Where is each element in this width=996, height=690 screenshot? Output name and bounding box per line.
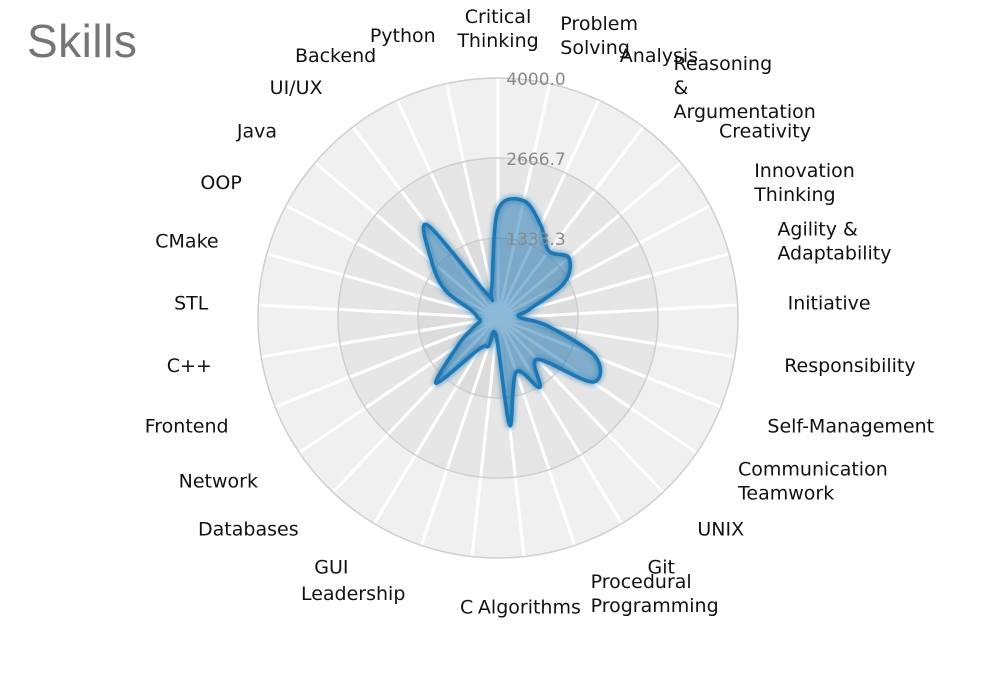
rtick-label: 4000.0 — [506, 70, 565, 90]
axis-label-13: Procedural Programming — [591, 571, 719, 617]
axis-label-23: CMake — [155, 230, 218, 252]
axis-label-3: Reasoning & Argumentation — [674, 53, 816, 123]
axis-label-19: Network — [179, 471, 258, 493]
axis-label-16: Leadership — [301, 583, 405, 605]
radial-ticks: 1333.3 2666.7 4000.0 — [506, 70, 565, 250]
axis-label-2: Analysis — [620, 45, 698, 67]
axis-label-28: Python — [370, 25, 436, 47]
rtick-label: 1333.3 — [506, 230, 565, 250]
spoke-21 — [260, 316, 499, 359]
axis-label-8: Responsibility — [784, 355, 915, 377]
axis-label-24: OOP — [200, 172, 241, 194]
spoke-27 — [395, 99, 500, 319]
axis-label-5: Innovation Thinking — [753, 160, 855, 206]
axis-label-17: GUI — [314, 557, 348, 579]
axis-label-27: Backend — [295, 45, 376, 67]
axis-label-18: Databases — [198, 519, 299, 541]
axis-label-12: Git — [648, 557, 675, 579]
axis-label-7: Initiative — [788, 292, 871, 314]
axis-label-14: Algorithms — [478, 596, 581, 618]
axis-label-21: C++ — [167, 355, 212, 377]
axis-label-11: UNIX — [697, 519, 744, 541]
axis-label-4: Creativity — [719, 120, 811, 142]
chart-title: Skills — [27, 15, 138, 67]
axis-label-26: UI/UX — [270, 77, 323, 99]
rtick-label: 2666.7 — [506, 150, 565, 170]
spoke-6 — [497, 252, 730, 320]
axis-label-25: Java — [236, 120, 277, 142]
spoke-7 — [497, 303, 738, 320]
ring-2 — [337, 157, 659, 479]
axis-label-15: C — [460, 596, 473, 618]
spoke-16 — [419, 317, 500, 546]
spoke-22 — [258, 303, 499, 320]
axis-label-6: Agility & Adaptability — [777, 218, 891, 264]
ring-3 — [257, 77, 739, 559]
axis-label-10: Communication Teamwork — [737, 459, 888, 505]
spoke-20 — [274, 316, 499, 409]
axis-label-0: Critical Thinking — [456, 6, 538, 52]
axis-label-22: STL — [174, 292, 209, 314]
axis-label-20: Frontend — [145, 415, 229, 437]
axis-label-9: Self-Management — [767, 415, 934, 437]
axis-label-1: Problem Solving — [560, 13, 638, 59]
series-skills — [421, 196, 603, 428]
spoke-23 — [266, 252, 499, 320]
spoke-28 — [444, 83, 500, 319]
spoke-15 — [470, 317, 500, 557]
